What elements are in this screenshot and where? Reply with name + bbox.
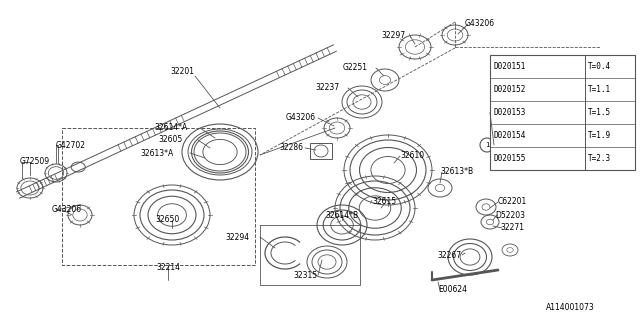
Text: T=2.3: T=2.3 xyxy=(588,154,611,163)
Text: 32613*B: 32613*B xyxy=(440,167,473,177)
Text: 32613*A: 32613*A xyxy=(141,148,174,157)
Text: 32605: 32605 xyxy=(159,135,183,145)
Text: D020151: D020151 xyxy=(493,62,525,71)
Text: D020155: D020155 xyxy=(493,154,525,163)
Bar xyxy=(310,143,332,159)
Text: G43206: G43206 xyxy=(52,205,82,214)
Text: 32610: 32610 xyxy=(400,150,424,159)
Text: G72509: G72509 xyxy=(20,157,50,166)
Text: C62201: C62201 xyxy=(498,197,527,206)
Text: G43206: G43206 xyxy=(465,20,495,28)
Text: 32614*A: 32614*A xyxy=(155,124,188,132)
Text: 32201: 32201 xyxy=(170,68,194,76)
Text: T=1.9: T=1.9 xyxy=(588,131,611,140)
Text: 32294: 32294 xyxy=(226,233,250,242)
Text: 32286: 32286 xyxy=(279,143,303,153)
Text: D020154: D020154 xyxy=(493,131,525,140)
Text: T=0.4: T=0.4 xyxy=(588,62,611,71)
Text: E00624: E00624 xyxy=(438,285,467,294)
Text: T=1.5: T=1.5 xyxy=(588,108,611,117)
Text: D52203: D52203 xyxy=(495,211,525,220)
Text: 32315: 32315 xyxy=(294,270,318,279)
Text: 32214: 32214 xyxy=(156,263,180,273)
Text: 32271: 32271 xyxy=(500,223,524,233)
Text: G42702: G42702 xyxy=(56,140,86,149)
Text: 32237: 32237 xyxy=(316,84,340,92)
Text: T=1.1: T=1.1 xyxy=(588,85,611,94)
Text: 32615: 32615 xyxy=(372,197,396,206)
Text: G2251: G2251 xyxy=(343,63,368,73)
Bar xyxy=(490,55,635,170)
Text: G43206: G43206 xyxy=(286,114,316,123)
Text: 32267: 32267 xyxy=(438,251,462,260)
Text: 1: 1 xyxy=(484,142,489,148)
Text: A114001073: A114001073 xyxy=(546,303,595,313)
Text: D020153: D020153 xyxy=(493,108,525,117)
Text: 32614*B: 32614*B xyxy=(325,211,358,220)
Text: 32650: 32650 xyxy=(156,215,180,225)
Text: D020152: D020152 xyxy=(493,85,525,94)
Text: 32297: 32297 xyxy=(381,30,405,39)
